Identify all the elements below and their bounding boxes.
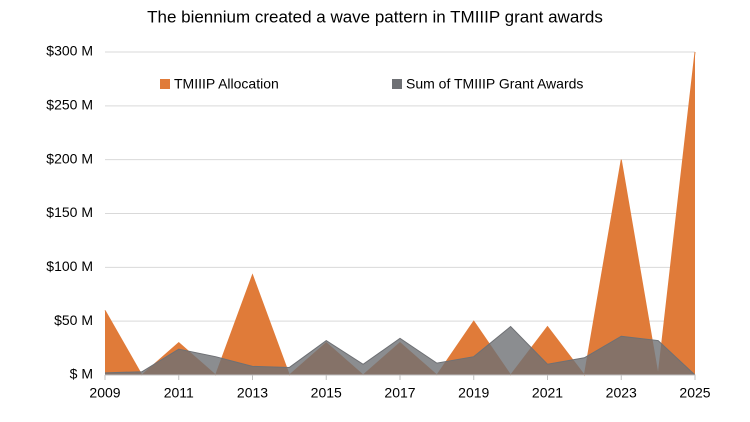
legend-swatch (392, 79, 402, 89)
y-tick-label: $50 M (54, 312, 93, 328)
area-fill (105, 52, 695, 375)
chart-title: The biennium created a wave pattern in T… (147, 7, 603, 26)
area-fill (105, 326, 695, 375)
legend-swatch (160, 79, 170, 89)
legend-label: Sum of TMIIIP Grant Awards (406, 76, 583, 92)
x-tick-label: 2021 (532, 385, 563, 401)
y-tick-label: $ M (70, 366, 93, 382)
x-tick-label: 2017 (384, 385, 415, 401)
y-tick-label: $200 M (46, 150, 93, 166)
x-tick-label: 2025 (679, 385, 710, 401)
x-tick-label: 2013 (237, 385, 268, 401)
x-tick-label: 2019 (458, 385, 489, 401)
y-tick-label: $300 M (46, 43, 93, 59)
y-tick-label: $150 M (46, 204, 93, 220)
legend-label: TMIIIP Allocation (174, 76, 279, 92)
x-tick-label: 2023 (606, 385, 637, 401)
x-tick-label: 2015 (311, 385, 342, 401)
y-tick-label: $250 M (46, 97, 93, 113)
y-tick-label: $100 M (46, 258, 93, 274)
x-tick-label: 2011 (164, 385, 194, 401)
x-tick-label: 2009 (89, 385, 120, 401)
area-line (104, 325, 696, 376)
